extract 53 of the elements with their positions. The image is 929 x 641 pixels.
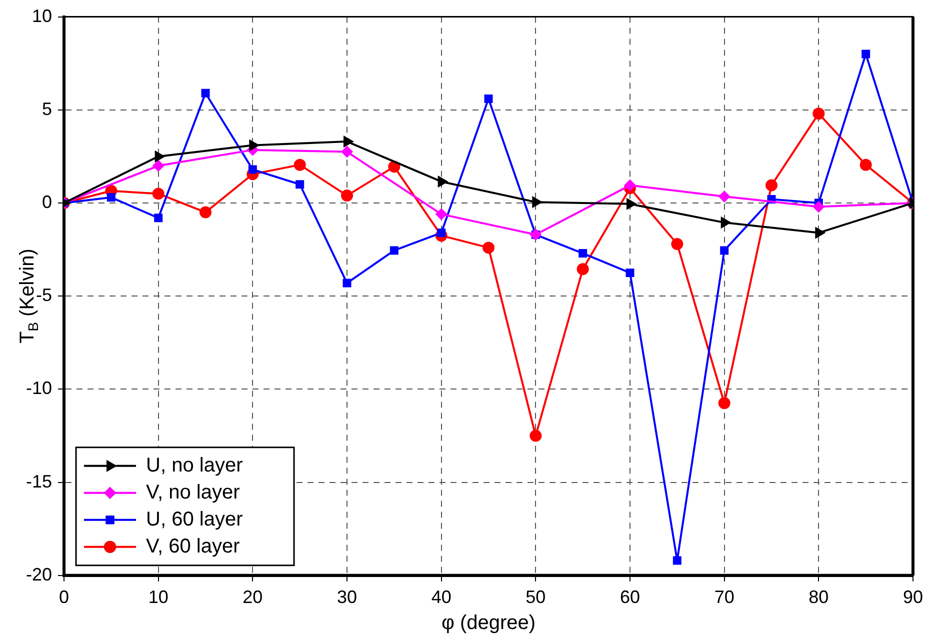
- point: [576, 263, 589, 276]
- y-tick-label: 5: [42, 98, 52, 119]
- point: [342, 278, 352, 288]
- point: [862, 50, 870, 58]
- x-tick-label: 0: [59, 587, 70, 608]
- x-tick-label: 70: [714, 587, 734, 608]
- point: [435, 208, 448, 220]
- point: [200, 206, 212, 218]
- x-axis-title: φ (degree): [441, 612, 536, 634]
- y-tick-label: -15: [26, 471, 52, 492]
- point: [484, 94, 493, 103]
- legend-label: V, 60 layer: [146, 535, 240, 558]
- legend-label: U, 60 layer: [146, 508, 244, 530]
- point: [248, 165, 257, 174]
- y-tick-label: 10: [32, 6, 52, 26]
- point: [626, 268, 634, 278]
- legend-label: U, no layer: [146, 454, 244, 476]
- x-tick-label: 90: [902, 587, 924, 608]
- point: [718, 190, 730, 202]
- point: [154, 214, 163, 222]
- point: [812, 108, 825, 120]
- point: [720, 246, 729, 255]
- point: [530, 430, 542, 442]
- x-tick-label: 10: [148, 587, 168, 608]
- x-tick-label: 60: [620, 587, 640, 608]
- point: [672, 556, 682, 565]
- point: [106, 193, 116, 202]
- point: [860, 158, 872, 171]
- point: [294, 158, 306, 171]
- point: [341, 190, 354, 202]
- point: [390, 246, 398, 255]
- legend-label: V, no layer: [146, 481, 240, 504]
- y-tick-label: 0: [42, 192, 52, 212]
- y-tick-label: -20: [26, 564, 52, 584]
- y-tick-label: -5: [36, 285, 52, 306]
- point: [152, 188, 164, 200]
- x-tick-label: 50: [526, 587, 546, 608]
- point: [201, 88, 210, 98]
- point: [718, 397, 730, 410]
- point: [624, 179, 636, 192]
- x-tick-label: 20: [242, 587, 263, 608]
- point: [152, 160, 164, 172]
- point: [578, 249, 588, 258]
- point: [482, 242, 495, 254]
- x-tick-label: 40: [431, 587, 452, 608]
- point: [765, 179, 778, 192]
- point: [296, 180, 304, 189]
- point: [341, 146, 354, 158]
- x-tick-label: 30: [336, 587, 358, 608]
- y-tick-label: -10: [26, 378, 52, 398]
- x-tick-label: 80: [808, 587, 829, 608]
- point: [671, 238, 684, 250]
- point: [812, 200, 825, 213]
